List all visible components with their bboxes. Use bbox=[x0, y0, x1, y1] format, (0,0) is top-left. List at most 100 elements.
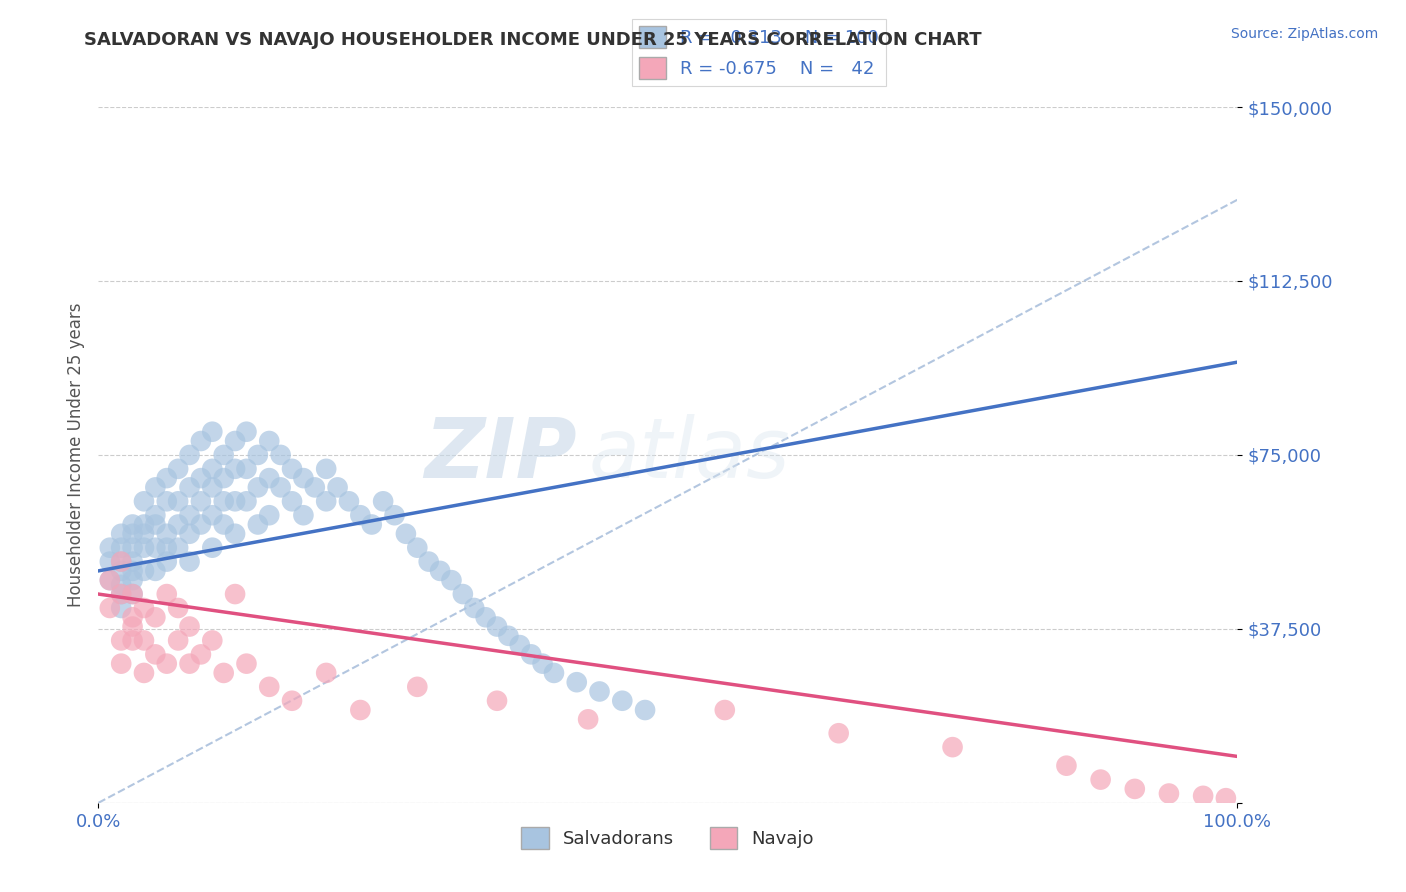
Point bbox=[406, 680, 429, 694]
Point bbox=[406, 541, 429, 555]
Point bbox=[110, 578, 132, 592]
Point bbox=[315, 462, 337, 476]
Point bbox=[132, 564, 155, 578]
Point bbox=[486, 694, 509, 708]
Point bbox=[98, 555, 121, 569]
Point bbox=[349, 508, 371, 523]
Point bbox=[110, 564, 132, 578]
Text: ZIP: ZIP bbox=[425, 415, 576, 495]
Point bbox=[451, 587, 474, 601]
Point bbox=[942, 740, 965, 755]
Point bbox=[349, 703, 371, 717]
Point bbox=[531, 657, 554, 671]
Point bbox=[201, 480, 224, 494]
Point bbox=[281, 494, 304, 508]
Point bbox=[224, 587, 246, 601]
Point bbox=[828, 726, 851, 740]
Point bbox=[1215, 791, 1237, 805]
Point bbox=[486, 619, 509, 633]
Point bbox=[281, 462, 304, 476]
Point bbox=[179, 657, 201, 671]
Point bbox=[281, 694, 304, 708]
Point bbox=[167, 517, 190, 532]
Point bbox=[179, 619, 201, 633]
Point bbox=[98, 573, 121, 587]
Point bbox=[145, 648, 167, 662]
Point bbox=[235, 425, 257, 439]
Point bbox=[246, 448, 269, 462]
Text: Source: ZipAtlas.com: Source: ZipAtlas.com bbox=[1230, 27, 1378, 41]
Point bbox=[1090, 772, 1112, 787]
Point bbox=[212, 665, 235, 680]
Point bbox=[110, 526, 132, 541]
Point bbox=[132, 494, 155, 508]
Point bbox=[132, 633, 155, 648]
Text: SALVADORAN VS NAVAJO HOUSEHOLDER INCOME UNDER 25 YEARS CORRELATION CHART: SALVADORAN VS NAVAJO HOUSEHOLDER INCOME … bbox=[84, 31, 981, 49]
Point bbox=[259, 471, 281, 485]
Point bbox=[156, 587, 179, 601]
Point bbox=[360, 517, 382, 532]
Point bbox=[520, 648, 543, 662]
Point bbox=[1054, 758, 1078, 772]
Point bbox=[292, 508, 315, 523]
Point bbox=[98, 601, 121, 615]
Point bbox=[612, 694, 634, 708]
Point bbox=[440, 573, 463, 587]
Point bbox=[201, 508, 224, 523]
Point bbox=[315, 665, 337, 680]
Point bbox=[259, 508, 281, 523]
Point bbox=[167, 494, 190, 508]
Point bbox=[474, 610, 496, 624]
Point bbox=[714, 703, 737, 717]
Point bbox=[315, 494, 337, 508]
Point bbox=[132, 541, 155, 555]
Point bbox=[121, 517, 143, 532]
Point bbox=[121, 619, 143, 633]
Point bbox=[270, 448, 292, 462]
Y-axis label: Householder Income Under 25 years: Householder Income Under 25 years bbox=[66, 302, 84, 607]
Point bbox=[235, 494, 257, 508]
Point bbox=[212, 494, 235, 508]
Point bbox=[270, 480, 292, 494]
Point bbox=[98, 573, 121, 587]
Point bbox=[110, 633, 132, 648]
Point bbox=[634, 703, 657, 717]
Point bbox=[224, 494, 246, 508]
Point bbox=[156, 471, 179, 485]
Point bbox=[212, 448, 235, 462]
Legend: Salvadorans, Navajo: Salvadorans, Navajo bbox=[515, 820, 821, 856]
Point bbox=[110, 555, 132, 569]
Point bbox=[179, 555, 201, 569]
Text: atlas: atlas bbox=[588, 415, 790, 495]
Point bbox=[246, 480, 269, 494]
Point bbox=[132, 517, 155, 532]
Point bbox=[121, 541, 143, 555]
Point bbox=[156, 555, 179, 569]
Point bbox=[167, 633, 190, 648]
Point bbox=[259, 680, 281, 694]
Point bbox=[110, 587, 132, 601]
Point bbox=[1123, 781, 1146, 796]
Point bbox=[565, 675, 588, 690]
Point bbox=[1192, 789, 1215, 803]
Point bbox=[145, 508, 167, 523]
Point bbox=[395, 526, 418, 541]
Point bbox=[167, 462, 190, 476]
Point bbox=[121, 564, 143, 578]
Point bbox=[201, 425, 224, 439]
Point bbox=[121, 633, 143, 648]
Point bbox=[121, 587, 143, 601]
Point bbox=[498, 629, 520, 643]
Point bbox=[190, 648, 212, 662]
Point bbox=[145, 517, 167, 532]
Point bbox=[145, 610, 167, 624]
Point bbox=[179, 526, 201, 541]
Point bbox=[588, 684, 610, 698]
Point bbox=[337, 494, 360, 508]
Point bbox=[190, 471, 212, 485]
Point bbox=[179, 480, 201, 494]
Point bbox=[156, 541, 179, 555]
Point bbox=[132, 665, 155, 680]
Point bbox=[201, 462, 224, 476]
Point bbox=[110, 657, 132, 671]
